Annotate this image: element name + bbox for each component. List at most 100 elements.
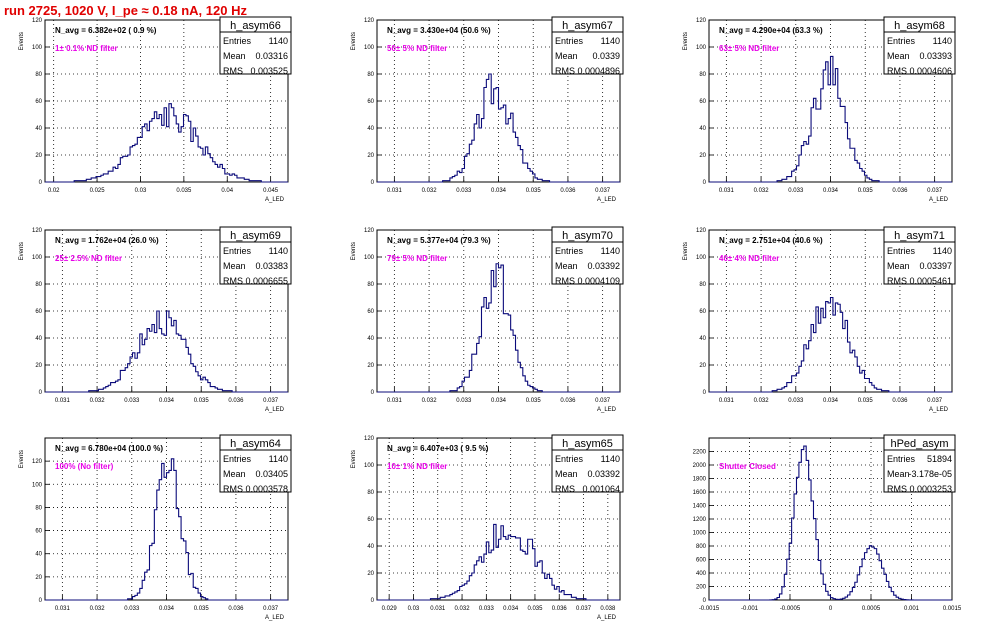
stat-value: 1140	[269, 36, 288, 46]
x-tick-label: 0.025	[90, 188, 106, 194]
x-tick-label: 0.036	[892, 398, 908, 404]
y-axis-title: Events	[351, 450, 357, 468]
y-tick-label: 800	[696, 544, 707, 550]
x-tick-label: 0.032	[90, 398, 106, 404]
histogram-name: hPed_asym	[890, 438, 948, 450]
stat-label: Entries	[887, 246, 916, 256]
y-tick-label: 120	[364, 436, 375, 442]
y-tick-label: 400	[696, 571, 707, 577]
stat-value: 0.0004606	[909, 66, 952, 76]
y-tick-label: 60	[699, 99, 706, 105]
x-tick-label: 0.033	[456, 398, 472, 404]
navg-label: N_avg = 3.430e+04 (50.6 %)	[387, 26, 491, 35]
stat-value: 51894	[927, 454, 952, 464]
x-tick-label: 0.031	[387, 398, 403, 404]
x-tick-label: 0.035	[526, 398, 542, 404]
stats-box	[551, 16, 624, 75]
stat-label: RMS	[887, 66, 907, 76]
y-tick-label: 1600	[693, 490, 707, 496]
x-tick-label: -0.0015	[699, 606, 720, 612]
histogram-pad-h_asym67: 0.031 0.032 0.033 0.034 0.035 0.036 0.037 0 20 40…	[351, 16, 624, 203]
stat-label: RMS	[887, 484, 907, 494]
stat-label: Mean	[223, 261, 246, 271]
y-tick-label: 60	[35, 529, 42, 535]
x-tick-label: 0.036	[560, 188, 576, 194]
y-tick-label: 120	[364, 228, 375, 234]
stat-value: -3.178e-05	[908, 469, 952, 479]
stat-value: 0.003525	[250, 66, 288, 76]
stat-label: Mean	[555, 261, 578, 271]
stat-label: RMS	[223, 276, 243, 286]
x-axis-title: A_LED	[597, 197, 617, 203]
histogram-series	[709, 445, 952, 601]
x-tick-label: 0.034	[823, 188, 839, 194]
stat-label: Mean	[887, 469, 910, 479]
navg-label: N_avg = 6.780e+04 (100.0 %)	[55, 444, 163, 453]
stat-label: Entries	[223, 246, 252, 256]
histogram-name: h_asym70	[562, 230, 613, 242]
y-tick-label: 120	[696, 228, 707, 234]
y-tick-label: 60	[35, 99, 42, 105]
y-tick-label: 0	[703, 598, 707, 604]
stat-label: Entries	[555, 36, 584, 46]
y-tick-label: 40	[367, 126, 374, 132]
y-tick-label: 2200	[693, 450, 707, 456]
y-tick-label: 80	[367, 282, 374, 288]
y-tick-label: 100	[32, 45, 43, 51]
y-axis-title: Events	[683, 242, 689, 260]
x-tick-label: 0.035	[527, 606, 543, 612]
histogram-series	[377, 263, 620, 393]
stat-label: RMS	[887, 276, 907, 286]
stat-value: 0.0003253	[909, 484, 952, 494]
x-axis-title: A_LED	[265, 197, 285, 203]
y-axis-title: Events	[19, 450, 25, 468]
stat-value: 1140	[601, 36, 620, 46]
x-tick-label: 0.04	[221, 188, 233, 194]
navg-label: N_avg = 4.290e+04 (63.3 %)	[719, 26, 823, 35]
y-tick-label: 100	[696, 45, 707, 51]
x-tick-label: 0.036	[228, 398, 244, 404]
x-tick-label: 0.037	[595, 398, 611, 404]
x-tick-label: 0.032	[422, 188, 438, 194]
filter-label: 1± 0.1% ND filter	[55, 44, 118, 53]
histogram-name: h_asym67	[562, 20, 613, 32]
x-tick-label: 0.033	[124, 606, 140, 612]
y-tick-label: 80	[35, 282, 42, 288]
x-tick-label: 0.035	[176, 188, 192, 194]
x-tick-label: 0.035	[858, 188, 874, 194]
y-tick-label: 100	[696, 255, 707, 261]
histogram-name: h_asym69	[230, 230, 281, 242]
y-tick-label: 60	[367, 517, 374, 523]
y-tick-label: 20	[367, 153, 374, 159]
x-tick-label: 0.031	[719, 398, 735, 404]
stat-value: 0.03383	[255, 261, 288, 271]
x-tick-label: 0.032	[754, 188, 770, 194]
x-tick-label: 0.045	[263, 188, 279, 194]
y-tick-label: 80	[367, 72, 374, 78]
stat-label: RMS	[555, 66, 575, 76]
x-axis-title: A_LED	[597, 615, 617, 621]
page-title: run 2725, 1020 V, I_pe ≈ 0.18 nA, 120 Hz	[4, 3, 247, 18]
y-tick-label: 20	[367, 363, 374, 369]
histogram-pad-h_asym70: 0.031 0.032 0.033 0.034 0.035 0.036 0.037 0 20 40…	[351, 226, 624, 413]
x-tick-label: 0.036	[552, 606, 568, 612]
stats-box	[551, 434, 624, 493]
y-tick-label: 40	[699, 336, 706, 342]
histogram-name: h_asym65	[562, 438, 613, 450]
x-tick-label: 0.037	[927, 398, 943, 404]
x-tick-label: 0.034	[491, 398, 507, 404]
histogram-pad-h_asym66: 0.02 0.025 0.03 0.035 0.04 0.045 0 20 40 60 80 100 1…	[19, 16, 292, 203]
stat-value: 1140	[601, 454, 620, 464]
y-tick-label: 40	[35, 336, 42, 342]
x-tick-label: -0.0005	[780, 606, 801, 612]
x-tick-label: 0.033	[124, 398, 140, 404]
x-tick-label: 0.038	[600, 606, 616, 612]
y-tick-label: 100	[364, 255, 375, 261]
histogram-pad-h_asym68: 0.031 0.032 0.033 0.034 0.035 0.036 0.037 0 20 40…	[683, 16, 956, 203]
y-tick-label: 0	[703, 390, 707, 396]
y-tick-label: 20	[699, 153, 706, 159]
stat-value: 0.03397	[919, 261, 952, 271]
histogram-name: h_asym64	[230, 438, 281, 450]
x-tick-label: 0.02	[48, 188, 60, 194]
x-tick-label: 0.032	[754, 398, 770, 404]
